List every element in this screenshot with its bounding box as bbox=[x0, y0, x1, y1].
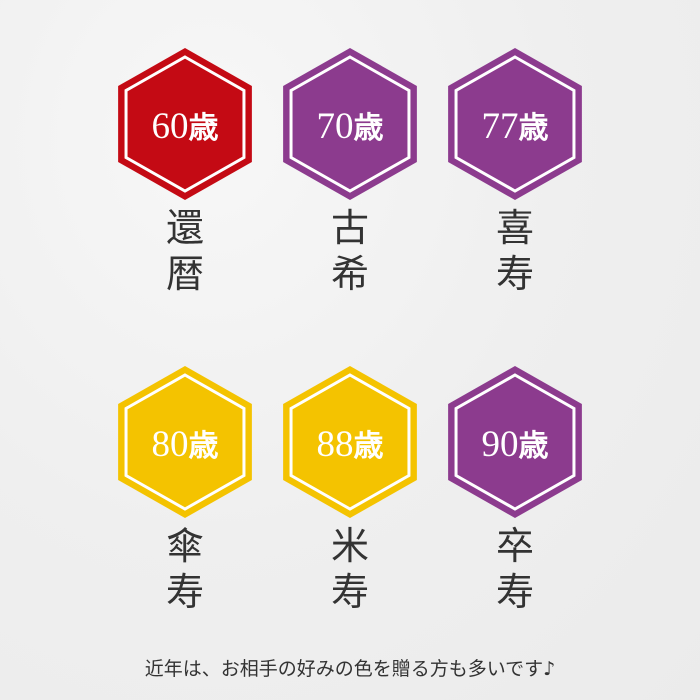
age-item: 80歳 傘寿 bbox=[115, 365, 255, 615]
hexagon-badge: 80歳 bbox=[118, 366, 252, 518]
footer-note: 近年は、お相手の好みの色を贈る方も多いです♪ bbox=[144, 658, 556, 680]
age-item: 90歳 卒寿 bbox=[445, 365, 585, 615]
celebration-name: 米寿 bbox=[330, 524, 369, 614]
celebration-name: 傘寿 bbox=[165, 524, 204, 614]
celebration-name: 還暦 bbox=[165, 206, 204, 296]
hexagon-badge: 90歳 bbox=[448, 366, 582, 518]
hexagon-badge: 70歳 bbox=[283, 48, 417, 200]
celebration-name: 古希 bbox=[330, 206, 369, 296]
age-label: 80歳 bbox=[152, 424, 219, 465]
age-item: 88歳 米寿 bbox=[280, 365, 420, 615]
age-label: 60歳 bbox=[152, 106, 219, 147]
age-label: 90歳 bbox=[482, 424, 549, 465]
hexagon-badge: 88歳 bbox=[283, 366, 417, 518]
age-item: 77歳 喜寿 bbox=[445, 47, 585, 297]
age-label: 70歳 bbox=[317, 106, 384, 147]
age-label: 77歳 bbox=[482, 106, 549, 147]
celebration-name: 卒寿 bbox=[495, 524, 534, 614]
hexagon-badge: 77歳 bbox=[448, 48, 582, 200]
age-label: 88歳 bbox=[317, 424, 384, 465]
age-item: 70歳 古希 bbox=[280, 47, 420, 297]
celebration-name: 喜寿 bbox=[495, 206, 534, 296]
hexagon-badge: 60歳 bbox=[118, 48, 252, 200]
age-item: 60歳 還暦 bbox=[115, 47, 255, 297]
